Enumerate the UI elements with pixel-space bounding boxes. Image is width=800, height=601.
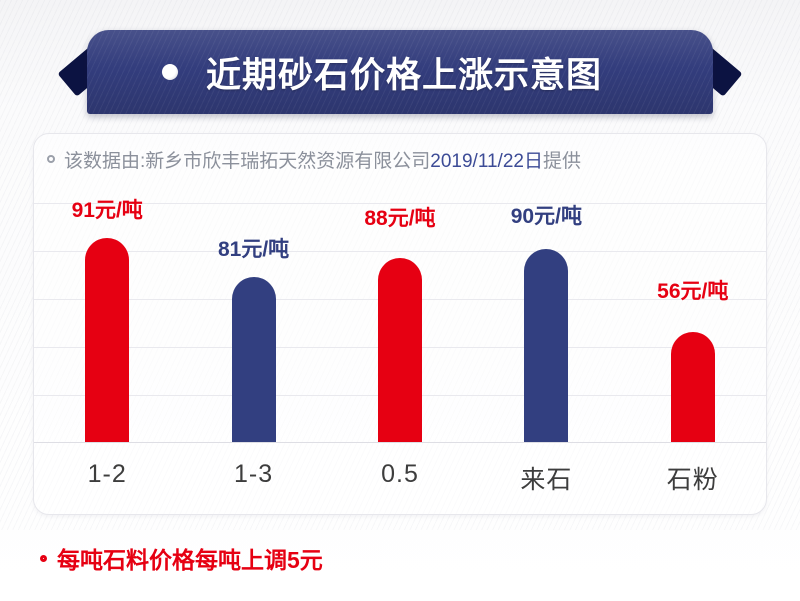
bar bbox=[231, 277, 276, 442]
bar-column: 56元/吨 bbox=[620, 203, 766, 442]
bar bbox=[670, 332, 715, 442]
chart-card: 该数据由:新乡市欣丰瑞拓天然资源有限公司2019/11/22日提供 91元/吨 8… bbox=[33, 133, 767, 515]
source-note-text: 该数据由:新乡市欣丰瑞拓天然资源有限公司2019/11/22日提供 bbox=[64, 146, 581, 173]
bar-value-label: 91元/吨 bbox=[71, 199, 143, 222]
banner-face: 近期砂石价格上涨示意图 bbox=[87, 30, 713, 114]
bar-column: 90元/吨 bbox=[473, 203, 619, 442]
bar-plot: 91元/吨 81元/吨 88元/吨 90元/吨 56元/吨 bbox=[34, 199, 766, 443]
title-dot-icon bbox=[161, 64, 178, 80]
bar bbox=[377, 258, 422, 442]
bar bbox=[85, 238, 130, 442]
source-note-prefix: 该数据由:新乡市欣丰瑞拓天然资源有限公司 bbox=[64, 150, 431, 172]
source-note-suffix: 提供 bbox=[542, 150, 581, 172]
x-axis-label: 来石 bbox=[520, 466, 573, 494]
bar bbox=[524, 249, 569, 442]
bar-value-label: 88元/吨 bbox=[364, 207, 436, 230]
footer-note-text: 每吨石料价格每吨上调5元 bbox=[57, 547, 323, 573]
x-axis-label: 0.5 bbox=[381, 460, 419, 488]
bar-column: 81元/吨 bbox=[180, 203, 326, 442]
x-axis-label: 1-2 bbox=[87, 460, 127, 488]
page-title: 近期砂石价格上涨示意图 bbox=[205, 55, 602, 95]
source-note-date: 2019/11/22日 bbox=[430, 150, 543, 172]
title-banner: 近期砂石价格上涨示意图 bbox=[57, 30, 743, 114]
bar-value-label: 90元/吨 bbox=[510, 205, 582, 228]
bar-column: 88元/吨 bbox=[327, 203, 473, 442]
x-axis-label: 石粉 bbox=[666, 466, 719, 494]
footer-note: 每吨石料价格每吨上调5元 bbox=[40, 544, 323, 573]
x-axis-label: 1-3 bbox=[234, 460, 274, 488]
circle-bullet-icon bbox=[40, 554, 47, 562]
source-note: 该数据由:新乡市欣丰瑞拓天然资源有限公司2019/11/22日提供 bbox=[47, 143, 581, 175]
circle-bullet-icon bbox=[47, 155, 55, 163]
x-axis-labels: 1-2 1-3 0.5 来石 石粉 bbox=[34, 444, 766, 496]
bar-value-label: 56元/吨 bbox=[657, 280, 729, 303]
bar-column: 91元/吨 bbox=[34, 199, 180, 442]
bar-value-label: 81元/吨 bbox=[217, 238, 290, 261]
